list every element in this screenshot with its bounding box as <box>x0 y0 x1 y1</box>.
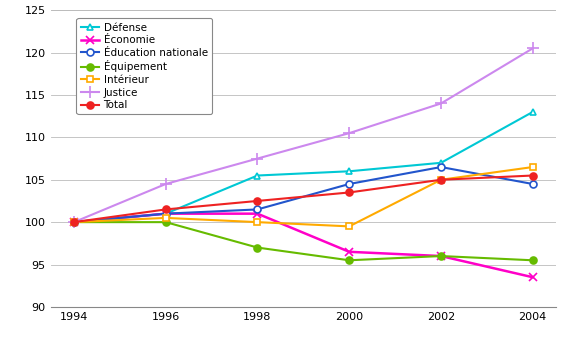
Intérieur <box>162 216 169 220</box>
Line: Défense: Défense <box>70 108 536 226</box>
Intérieur <box>530 165 536 169</box>
Total <box>438 178 445 182</box>
Intérieur <box>254 220 261 224</box>
Équipement <box>162 220 169 224</box>
Line: Justice: Justice <box>69 43 538 228</box>
Équipement <box>346 258 353 262</box>
Justice <box>438 101 445 105</box>
Économie <box>346 250 353 254</box>
Intérieur <box>346 224 353 228</box>
Intérieur <box>438 178 445 182</box>
Économie <box>162 212 169 216</box>
Line: Équipement: Équipement <box>70 219 536 264</box>
Éducation nationale <box>346 182 353 186</box>
Justice <box>254 157 261 161</box>
Défense <box>254 174 261 178</box>
Total <box>346 190 353 194</box>
Intérieur <box>70 220 77 224</box>
Line: Éducation nationale: Éducation nationale <box>70 164 536 226</box>
Éducation nationale <box>70 220 77 224</box>
Défense <box>162 212 169 216</box>
Legend: Défense, Économie, Éducation nationale, Équipement, Intérieur, Justice, Total: Défense, Économie, Éducation nationale, … <box>77 18 212 114</box>
Line: Total: Total <box>70 172 536 226</box>
Line: Intérieur: Intérieur <box>70 164 536 230</box>
Total <box>70 220 77 224</box>
Économie <box>530 275 536 279</box>
Total <box>254 199 261 203</box>
Économie <box>438 254 445 258</box>
Équipement <box>254 246 261 250</box>
Justice <box>346 131 353 135</box>
Équipement <box>70 220 77 224</box>
Total <box>162 207 169 211</box>
Justice <box>530 46 536 50</box>
Défense <box>70 220 77 224</box>
Économie <box>254 212 261 216</box>
Éducation nationale <box>530 182 536 186</box>
Éducation nationale <box>254 207 261 211</box>
Éducation nationale <box>162 212 169 216</box>
Équipement <box>438 254 445 258</box>
Équipement <box>530 258 536 262</box>
Justice <box>70 220 77 224</box>
Line: Économie: Économie <box>70 209 537 281</box>
Économie <box>70 220 77 224</box>
Défense <box>530 110 536 114</box>
Défense <box>346 169 353 173</box>
Total <box>530 174 536 178</box>
Éducation nationale <box>438 165 445 169</box>
Défense <box>438 161 445 165</box>
Justice <box>162 182 169 186</box>
